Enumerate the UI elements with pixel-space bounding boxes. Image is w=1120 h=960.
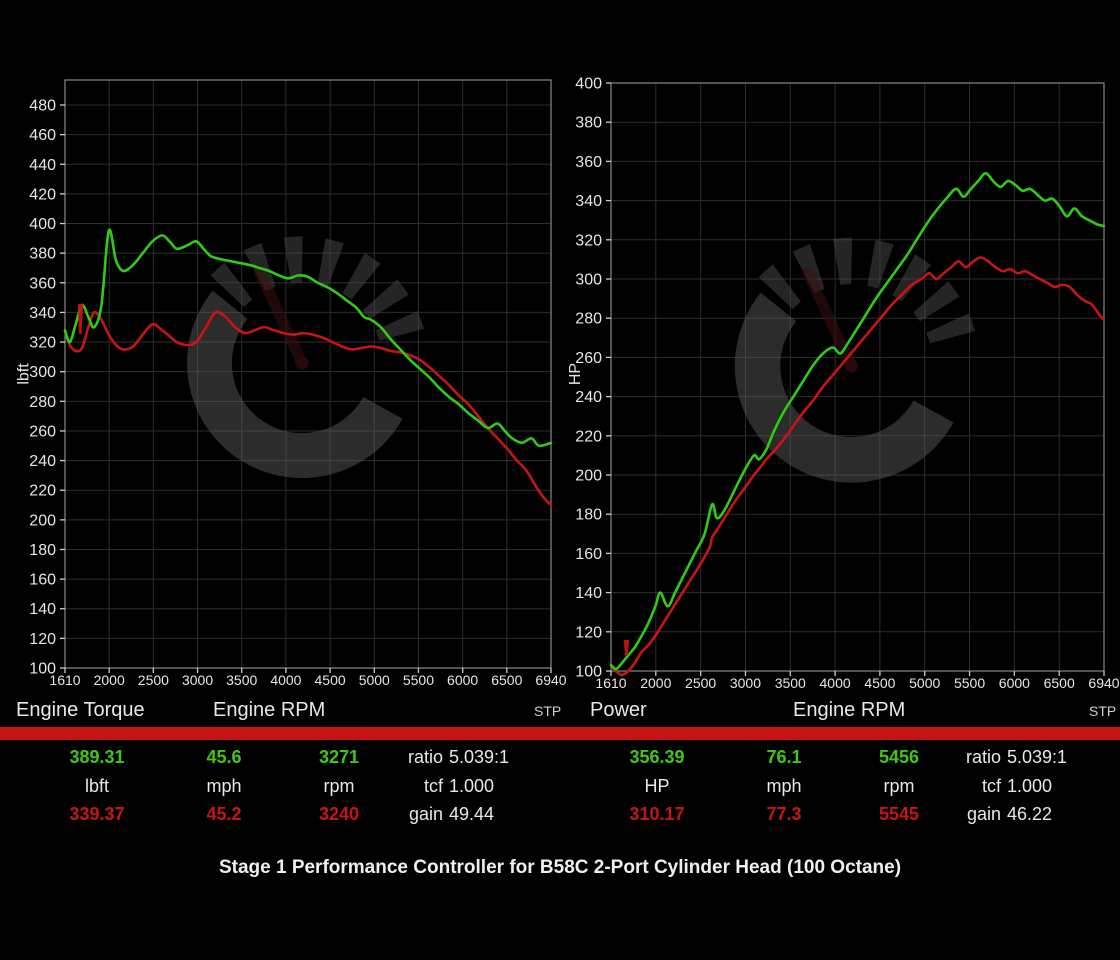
svg-text:140: 140 [575,585,602,602]
svg-text:320: 320 [575,232,602,249]
svg-text:300: 300 [575,272,602,289]
svg-text:380: 380 [575,115,602,132]
svg-text:280: 280 [575,311,602,328]
svg-text:5000: 5000 [909,675,940,691]
svg-text:5500: 5500 [954,675,985,691]
svg-text:3000: 3000 [730,675,761,691]
svg-text:400: 400 [575,76,602,93]
svg-text:360: 360 [575,154,602,171]
svg-text:180: 180 [575,507,602,524]
svg-text:4500: 4500 [864,675,895,691]
svg-text:1610: 1610 [595,675,626,691]
svg-text:6940: 6940 [1088,675,1119,691]
svg-text:220: 220 [575,428,602,445]
svg-text:3500: 3500 [775,675,806,691]
svg-text:6500: 6500 [1044,675,1075,691]
svg-text:4000: 4000 [820,675,851,691]
svg-text:340: 340 [575,193,602,210]
svg-text:120: 120 [575,624,602,641]
svg-text:200: 200 [575,468,602,485]
svg-text:2000: 2000 [640,675,671,691]
svg-text:240: 240 [575,389,602,406]
svg-text:2500: 2500 [685,675,716,691]
svg-text:6000: 6000 [999,675,1030,691]
svg-text:160: 160 [575,546,602,563]
